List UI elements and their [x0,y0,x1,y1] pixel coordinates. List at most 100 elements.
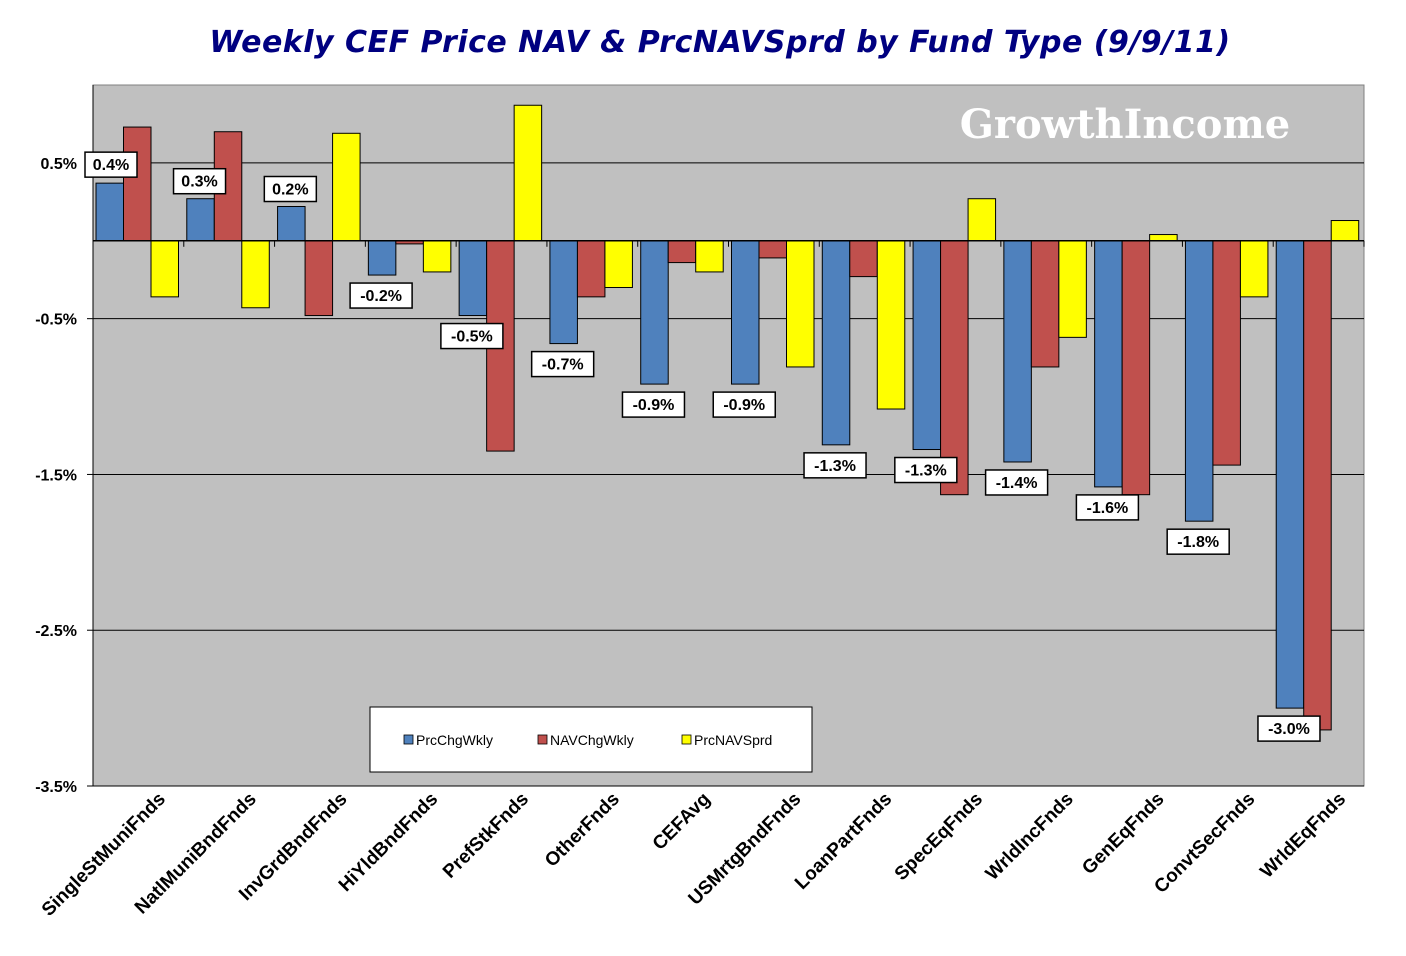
data-label: -0.5% [451,329,493,346]
data-label-box [440,322,504,350]
data-label-group: -3.0% [1257,715,1321,742]
data-label-group: -0.7% [530,350,595,378]
legend-label-prcnavsprd: PrcNAVSprd [694,732,772,748]
data-label-box [1075,494,1140,521]
data-label: -1.3% [814,458,856,475]
data-label-box [712,391,776,418]
bar-prcnavsprd [1330,220,1360,242]
bar-navchgwkly [667,240,697,264]
bar-prcnavsprd [1239,240,1269,298]
bar-prcnavsprd [241,240,270,309]
bar-prcchgwkly [458,240,488,317]
bar-prcnavsprd [604,240,633,289]
data-label-group: 0.4% [84,151,138,178]
data-label-group: 0.2% [263,175,318,203]
watermark-text: GrowthIncome [960,101,1291,148]
x-category-label: HiYldBndFnds [335,789,442,896]
bar-prcnavsprd [967,198,997,242]
data-label-box [984,469,1049,496]
y-tick-label: -1.5% [35,467,77,484]
y-tick-label: -2.5% [35,623,77,640]
data-label: -0.7% [542,357,584,374]
data-label: 0.2% [272,182,308,199]
data-label-group: -0.9% [621,391,686,418]
data-label-group: 0.3% [172,167,227,195]
bar-prcchgwkly [95,182,124,242]
x-category-label: WrldIncFnds [982,789,1078,885]
legend: PrcChgWkly NAVChgWkly PrcNAVSprd [369,706,813,773]
bar-navchgwkly [1212,240,1241,466]
bar-prcnavsprd [1149,234,1178,242]
legend-label-prcchgwkly: PrcChgWkly [416,732,493,748]
bar-prcnavsprd [786,240,815,368]
data-label-box [530,350,595,378]
bar-prcchgwkly [1184,240,1214,522]
bar-prcnavsprd [695,240,724,273]
bar-navchgwkly [304,240,334,317]
data-label: -3.0% [1268,721,1310,738]
data-label-group: -0.2% [349,282,413,309]
legend-swatch-navchgwkly [537,734,548,745]
data-label-box [172,167,227,195]
bar-navchgwkly [849,240,878,278]
bar-navchgwkly [1030,240,1060,368]
bar-navchgwkly [576,240,606,298]
data-label-group: -1.4% [984,469,1049,496]
x-category-label: LoanPartFnds [791,789,896,894]
data-label-box [1257,715,1321,742]
bar-navchgwkly [1121,240,1151,496]
bar-prcchgwkly [186,198,215,242]
data-label: -0.9% [633,397,675,414]
bar-prcchgwkly [1003,240,1032,463]
bar-prcnavsprd [513,104,543,242]
data-label-box [621,391,686,418]
bar-prcchgwkly [549,240,578,345]
data-label: 0.4% [93,157,129,174]
bar-prcnavsprd [150,240,179,298]
bar-prcchgwkly [1094,240,1123,488]
chart-title: Weekly CEF Price NAV & PrcNAVSprd by Fun… [209,25,1230,60]
data-label-box [1166,528,1230,555]
legend-swatch-prcchgwkly [403,734,414,745]
bar-prcnavsprd [332,132,361,242]
data-label-box [894,456,958,484]
data-label-group: -1.8% [1166,528,1230,555]
bar-prcnavsprd [1058,240,1087,338]
data-label-group: -0.5% [440,322,504,350]
bar-prcchgwkly [640,240,669,385]
data-label: -1.8% [1177,534,1219,551]
data-label: -1.4% [996,475,1038,492]
data-label: -0.9% [723,397,765,414]
bar-prcchgwkly [277,206,306,242]
bar-prcchgwkly [912,240,942,451]
data-label-box [84,151,138,178]
bar-prcchgwkly [1275,240,1305,709]
data-label-box [803,452,867,479]
data-label: 0.3% [181,174,217,191]
x-category-label: OtherFnds [541,789,624,872]
x-category-label: WrldEqFnds [1256,789,1350,883]
legend-swatch-prcnavsprd [681,734,692,745]
data-label: -1.6% [1086,500,1128,517]
bar-navchgwkly [1303,240,1332,731]
x-category-label: PrefStkFnds [439,789,533,883]
x-category-label: CEFAvg [649,789,715,855]
data-label-group: -1.3% [803,452,867,479]
legend-label-navchgwkly: NAVChgWkly [550,732,634,748]
data-label-group: -1.3% [894,456,958,484]
data-label: -0.2% [360,288,402,305]
data-label-box [263,175,318,203]
x-category-label: SpecEqFnds [891,789,987,885]
x-category-label: GenEqFnds [1078,789,1168,879]
bar-navchgwkly [123,126,152,242]
bar-prcchgwkly [731,240,760,385]
y-tick-label: -3.5% [35,779,77,796]
bar-navchgwkly [940,240,969,496]
bar-prcchgwkly [821,240,851,446]
data-label: -1.3% [905,463,947,480]
legend-box [369,706,813,773]
bar-prcnavsprd [876,240,906,410]
data-label-group: -1.6% [1075,494,1140,521]
